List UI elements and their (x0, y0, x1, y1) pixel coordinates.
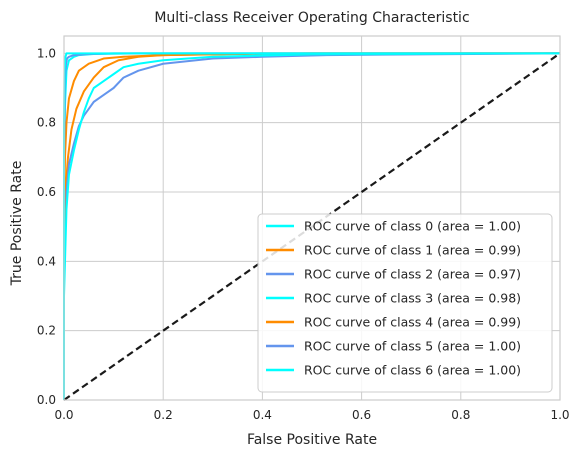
x-tick-label: 0.6 (352, 408, 371, 422)
y-tick-label: 0.2 (37, 324, 56, 338)
legend-box (257, 213, 553, 393)
y-tick-label: 0.0 (37, 393, 56, 407)
x-tick-label: 1.0 (550, 408, 569, 422)
y-axis-label: True Positive Rate (9, 161, 25, 287)
roc-curve-class-2 (63, 52, 561, 400)
x-tick-label: 0.0 (54, 408, 73, 422)
tick-labels: 0.0 0.2 0.4 0.6 0.8 1.0 0.0 0.2 0.4 0.6 0.8 1.0 (37, 46, 570, 422)
y-tick-label: 1.0 (37, 46, 56, 60)
y-tick-label: 0.8 (37, 116, 56, 130)
legend-entry-label: ROC curve of class 2 (area = 0.97) (304, 267, 521, 282)
x-tick-label: 0.2 (154, 408, 173, 422)
y-tick-label: 0.6 (37, 185, 56, 199)
roc-curve-class-3 (63, 52, 561, 400)
chart-title: Multi-class Receiver Operating Character… (154, 10, 469, 26)
x-tick-label: 0.4 (253, 408, 272, 422)
plot-frame (63, 35, 561, 401)
y-tick-label: 0.4 (37, 254, 56, 268)
legend-entry-label: ROC curve of class 5 (area = 1.00) (304, 339, 521, 354)
legend: ROC curve of class 0 (area = 1.00) ROC cu… (257, 213, 553, 393)
x-axis-label: False Positive Rate (247, 432, 377, 448)
legend-entry-label: ROC curve of class 4 (area = 0.99) (304, 315, 521, 330)
x-tick-label: 0.8 (451, 408, 470, 422)
legend-entry-label: ROC curve of class 0 (area = 1.00) (304, 219, 521, 234)
legend-entry-label: ROC curve of class 6 (area = 1.00) (304, 363, 521, 378)
plot-border (63, 35, 561, 401)
legend-entry-label: ROC curve of class 1 (area = 0.99) (304, 243, 521, 258)
legend-entry-label: ROC curve of class 3 (area = 0.98) (304, 291, 521, 306)
